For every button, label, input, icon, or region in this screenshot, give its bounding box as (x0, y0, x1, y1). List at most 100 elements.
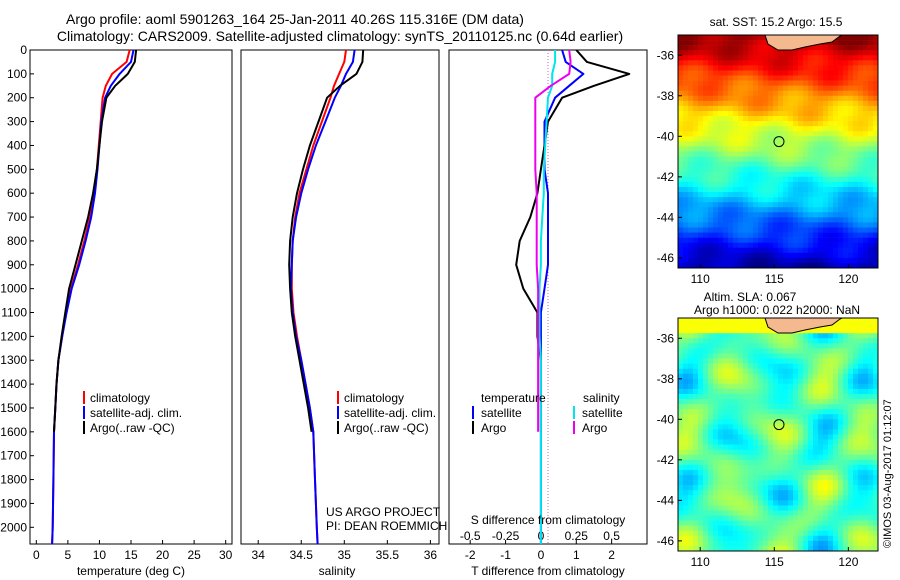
heatmap-cell (698, 252, 704, 259)
heatmap-cell (828, 100, 834, 107)
heatmap-cell (848, 540, 854, 547)
heatmap-cell (808, 176, 814, 183)
heatmap-cell (768, 237, 774, 243)
heatmap-cell (868, 338, 874, 344)
heatmap-cell (678, 70, 684, 76)
heatmap-cell (713, 454, 719, 461)
heatmap-cell (753, 186, 759, 193)
heatmap-cell (873, 110, 878, 117)
heatmap-cell (868, 388, 874, 395)
heatmap-cell (833, 439, 839, 445)
heatmap-cell (838, 505, 844, 511)
heatmap-cell (848, 393, 854, 400)
heatmap-cell (828, 232, 834, 238)
heatmap-cell (853, 40, 859, 46)
heatmap-cell (748, 35, 754, 41)
heatmap-cell (813, 464, 819, 471)
heatmap-cell (863, 232, 869, 238)
heatmap-cell (768, 156, 774, 162)
heatmap-cell (778, 353, 784, 359)
heatmap-cell (753, 535, 759, 542)
heatmap-cell (698, 105, 704, 112)
heatmap-cell (813, 490, 819, 496)
heatmap-cell (778, 212, 784, 218)
heatmap-cell (778, 121, 784, 127)
heatmap-cell (783, 95, 789, 102)
heatmap-cell (768, 141, 774, 147)
heatmap-cell (723, 424, 729, 430)
heatmap-cell (738, 343, 744, 349)
heatmap-cell (698, 444, 704, 450)
heatmap-cell (688, 55, 694, 61)
heatmap-cell (693, 328, 699, 334)
heatmap-cell (848, 510, 854, 516)
heatmap-cell (863, 50, 869, 56)
heatmap-cell (828, 237, 834, 243)
heatmap-cell (863, 545, 869, 551)
heatmap-cell (688, 545, 694, 551)
heatmap-cell (818, 136, 824, 142)
heatmap-cell (858, 459, 864, 466)
heatmap-cell (718, 70, 724, 76)
heatmap-cell (698, 459, 704, 466)
heatmap-cell (683, 373, 689, 380)
heatmap-cell (743, 217, 749, 223)
heatmap-cell (768, 60, 774, 66)
heatmap-cell (788, 247, 794, 254)
heatmap-cell (848, 186, 854, 193)
heatmap-cell (783, 237, 789, 243)
heatmap-cell (863, 131, 869, 137)
heatmap-cell (803, 485, 809, 491)
heatmap-cell (718, 95, 724, 102)
heatmap-cell (843, 429, 849, 435)
heatmap-cell (758, 35, 764, 41)
heatmap-cell (678, 116, 684, 122)
heatmap-cell (703, 146, 709, 152)
heatmap-cell (733, 70, 739, 76)
heatmap-cell (733, 348, 739, 354)
heatmap-cell (783, 490, 789, 496)
heatmap-cell (698, 540, 704, 547)
heatmap-cell (848, 252, 854, 259)
heatmap-cell (873, 393, 878, 400)
heatmap-cell (768, 444, 774, 450)
heatmap-cell (843, 100, 849, 107)
heatmap-cell (718, 197, 724, 203)
heatmap-cell (738, 505, 744, 511)
heatmap-cell (693, 505, 699, 511)
heatmap-cell (858, 378, 864, 385)
heatmap-cell (743, 328, 749, 334)
heatmap-cell (868, 485, 874, 491)
heatmap-cell (708, 257, 714, 264)
heatmap-cell (858, 80, 864, 86)
heatmap-cell (873, 100, 878, 107)
heatmap-cell (713, 242, 719, 249)
heatmap-cell (793, 429, 799, 435)
heatmap-cell (873, 85, 878, 92)
x-tick-label: -1 (500, 548, 511, 562)
heatmap-cell (763, 439, 769, 445)
heatmap-cell (813, 530, 819, 537)
heatmap-cell (683, 85, 689, 92)
heatmap-cell (803, 75, 809, 81)
heatmap-cell (758, 495, 764, 501)
heatmap-cell (713, 480, 719, 486)
heatmap-cell (813, 383, 819, 390)
heatmap-cell (813, 540, 819, 547)
heatmap-cell (783, 363, 789, 369)
heatmap-cell (688, 480, 694, 486)
heatmap-cell (773, 383, 779, 390)
heatmap-cell (833, 464, 839, 471)
heatmap-cell (693, 464, 699, 471)
heatmap-cell (853, 454, 859, 461)
heatmap-cell (738, 490, 744, 496)
heatmap-cell (838, 449, 844, 456)
heatmap-cell (788, 505, 794, 511)
heatmap-cell (798, 459, 804, 466)
heatmap-cell (753, 515, 759, 521)
heatmap-cell (778, 434, 784, 440)
heatmap-cell (783, 171, 789, 178)
heatmap-cell (758, 247, 764, 254)
heatmap-cell (813, 404, 819, 410)
heatmap-cell (773, 469, 779, 476)
